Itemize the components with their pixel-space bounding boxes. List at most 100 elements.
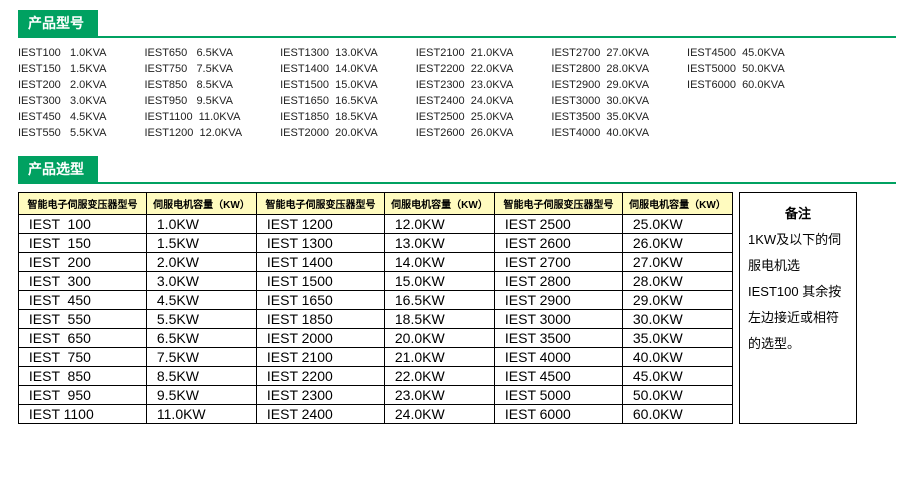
cell-model: IEST 2600 bbox=[495, 233, 623, 252]
model-item: IEST1400 14.0KVA bbox=[280, 62, 378, 78]
col-header-capacity: 伺服电机容量（KW） bbox=[385, 192, 495, 214]
section-rule bbox=[18, 182, 896, 184]
cell-capacity: 1.5KW bbox=[147, 233, 257, 252]
model-item: IEST2900 29.0KVA bbox=[551, 78, 649, 94]
section-model-title: 产品型号 bbox=[18, 10, 98, 36]
cell-model: IEST 2100 bbox=[257, 347, 385, 366]
cell-model: IEST 550 bbox=[19, 309, 147, 328]
cell-capacity: 21.0KW bbox=[385, 347, 495, 366]
model-item: IEST750 7.5KVA bbox=[144, 62, 242, 78]
cell-model: IEST 750 bbox=[19, 347, 147, 366]
cell-model: IEST 1850 bbox=[257, 309, 385, 328]
model-item: IEST2300 23.0KVA bbox=[416, 78, 514, 94]
cell-model: IEST 300 bbox=[19, 271, 147, 290]
model-item: IEST2500 25.0KVA bbox=[416, 110, 514, 126]
model-column: IEST1300 13.0KVAIEST1400 14.0KVAIEST1500… bbox=[280, 46, 378, 142]
model-item: IEST2600 26.0KVA bbox=[416, 126, 514, 142]
model-item: IEST2200 22.0KVA bbox=[416, 62, 514, 78]
col-header-capacity: 伺服电机容量（KW） bbox=[147, 192, 257, 214]
col-header-model: 智能电子伺服变压器型号 bbox=[495, 192, 623, 214]
section-selection-title: 产品选型 bbox=[18, 156, 98, 182]
cell-capacity: 50.0KW bbox=[623, 385, 733, 404]
table-row: IEST 300 3.0KW IEST 1500 15.0KW IEST 280… bbox=[19, 271, 733, 290]
table-row: IEST 200 2.0KW IEST 1400 14.0KW IEST 270… bbox=[19, 252, 733, 271]
cell-model: IEST 1400 bbox=[257, 252, 385, 271]
model-item: IEST3000 30.0KVA bbox=[551, 94, 649, 110]
table-row: IEST 1100 11.0KW IEST 2400 24.0KW IEST 6… bbox=[19, 404, 733, 423]
model-item: IEST1200 12.0KVA bbox=[144, 126, 242, 142]
model-item: IEST1850 18.5KVA bbox=[280, 110, 378, 126]
model-item: IEST2400 24.0KVA bbox=[416, 94, 514, 110]
selection-table: 智能电子伺服变压器型号伺服电机容量（KW）智能电子伺服变压器型号伺服电机容量（K… bbox=[18, 192, 733, 424]
table-row: IEST 950 9.5KW IEST 2300 23.0KW IEST 500… bbox=[19, 385, 733, 404]
cell-capacity: 27.0KW bbox=[623, 252, 733, 271]
cell-model: IEST 2500 bbox=[495, 214, 623, 233]
cell-capacity: 5.5KW bbox=[147, 309, 257, 328]
model-item: IEST1500 15.0KVA bbox=[280, 78, 378, 94]
model-list: IEST100 1.0KVAIEST150 1.5KVAIEST200 2.0K… bbox=[18, 46, 896, 142]
cell-capacity: 28.0KW bbox=[623, 271, 733, 290]
cell-capacity: 15.0KW bbox=[385, 271, 495, 290]
cell-model: IEST 450 bbox=[19, 290, 147, 309]
model-item: IEST4500 45.0KVA bbox=[687, 46, 785, 62]
cell-model: IEST 2900 bbox=[495, 290, 623, 309]
cell-model: IEST 650 bbox=[19, 328, 147, 347]
model-column: IEST100 1.0KVAIEST150 1.5KVAIEST200 2.0K… bbox=[18, 46, 106, 142]
model-item: IEST5000 50.0KVA bbox=[687, 62, 785, 78]
model-item: IEST2700 27.0KVA bbox=[551, 46, 649, 62]
cell-model: IEST 6000 bbox=[495, 404, 623, 423]
model-item: IEST200 2.0KVA bbox=[18, 78, 106, 94]
note-body: 1KW及以下的伺服电机选IEST100 其余按左边接近或相符的选型。 bbox=[748, 227, 848, 357]
model-item: IEST300 3.0KVA bbox=[18, 94, 106, 110]
table-row: IEST 100 1.0KW IEST 1200 12.0KW IEST 250… bbox=[19, 214, 733, 233]
cell-model: IEST 4000 bbox=[495, 347, 623, 366]
model-column: IEST2700 27.0KVAIEST2800 28.0KVAIEST2900… bbox=[551, 46, 649, 142]
table-row: IEST 650 6.5KW IEST 2000 20.0KW IEST 350… bbox=[19, 328, 733, 347]
cell-capacity: 30.0KW bbox=[623, 309, 733, 328]
cell-capacity: 7.5KW bbox=[147, 347, 257, 366]
col-header-model: 智能电子伺服变压器型号 bbox=[257, 192, 385, 214]
cell-model: IEST 1500 bbox=[257, 271, 385, 290]
cell-model: IEST 3500 bbox=[495, 328, 623, 347]
model-item: IEST1100 11.0KVA bbox=[144, 110, 242, 126]
cell-capacity: 22.0KW bbox=[385, 366, 495, 385]
cell-capacity: 24.0KW bbox=[385, 404, 495, 423]
cell-capacity: 12.0KW bbox=[385, 214, 495, 233]
section-rule bbox=[18, 36, 896, 38]
model-item: IEST2100 21.0KVA bbox=[416, 46, 514, 62]
cell-capacity: 1.0KW bbox=[147, 214, 257, 233]
model-item: IEST1650 16.5KVA bbox=[280, 94, 378, 110]
cell-capacity: 8.5KW bbox=[147, 366, 257, 385]
model-item: IEST100 1.0KVA bbox=[18, 46, 106, 62]
cell-capacity: 35.0KW bbox=[623, 328, 733, 347]
cell-capacity: 4.5KW bbox=[147, 290, 257, 309]
cell-model: IEST 2000 bbox=[257, 328, 385, 347]
cell-capacity: 25.0KW bbox=[623, 214, 733, 233]
model-column: IEST650 6.5KVAIEST750 7.5KVAIEST850 8.5K… bbox=[144, 46, 242, 142]
cell-model: IEST 2300 bbox=[257, 385, 385, 404]
cell-capacity: 16.5KW bbox=[385, 290, 495, 309]
cell-capacity: 23.0KW bbox=[385, 385, 495, 404]
model-item: IEST2000 20.0KVA bbox=[280, 126, 378, 142]
model-column: IEST2100 21.0KVAIEST2200 22.0KVAIEST2300… bbox=[416, 46, 514, 142]
cell-model: IEST 950 bbox=[19, 385, 147, 404]
cell-capacity: 20.0KW bbox=[385, 328, 495, 347]
cell-model: IEST 850 bbox=[19, 366, 147, 385]
model-item: IEST4000 40.0KVA bbox=[551, 126, 649, 142]
table-row: IEST 750 7.5KW IEST 2100 21.0KW IEST 400… bbox=[19, 347, 733, 366]
cell-model: IEST 100 bbox=[19, 214, 147, 233]
model-item: IEST550 5.5KVA bbox=[18, 126, 106, 142]
cell-capacity: 29.0KW bbox=[623, 290, 733, 309]
col-header-capacity: 伺服电机容量（KW） bbox=[623, 192, 733, 214]
cell-capacity: 2.0KW bbox=[147, 252, 257, 271]
note-box: 备注 1KW及以下的伺服电机选IEST100 其余按左边接近或相符的选型。 bbox=[739, 192, 857, 424]
cell-capacity: 60.0KW bbox=[623, 404, 733, 423]
model-item: IEST3500 35.0KVA bbox=[551, 110, 649, 126]
model-item: IEST950 9.5KVA bbox=[144, 94, 242, 110]
cell-model: IEST 2700 bbox=[495, 252, 623, 271]
cell-capacity: 40.0KW bbox=[623, 347, 733, 366]
cell-capacity: 9.5KW bbox=[147, 385, 257, 404]
cell-model: IEST 5000 bbox=[495, 385, 623, 404]
table-row: IEST 850 8.5KW IEST 2200 22.0KW IEST 450… bbox=[19, 366, 733, 385]
cell-capacity: 26.0KW bbox=[623, 233, 733, 252]
